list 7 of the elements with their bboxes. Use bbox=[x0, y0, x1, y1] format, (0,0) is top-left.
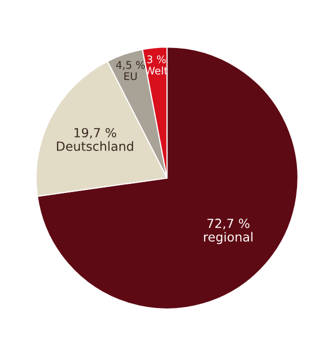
data-label: 72,7 % bbox=[207, 218, 250, 230]
slice-label: Deutschland bbox=[56, 141, 134, 151]
slice-label: EU bbox=[124, 72, 137, 80]
data-label: 3 % bbox=[147, 55, 166, 64]
data-label: 4,5 % bbox=[116, 60, 145, 70]
slice-label: regional bbox=[204, 232, 252, 244]
data-label: 19,7 % bbox=[74, 128, 116, 139]
